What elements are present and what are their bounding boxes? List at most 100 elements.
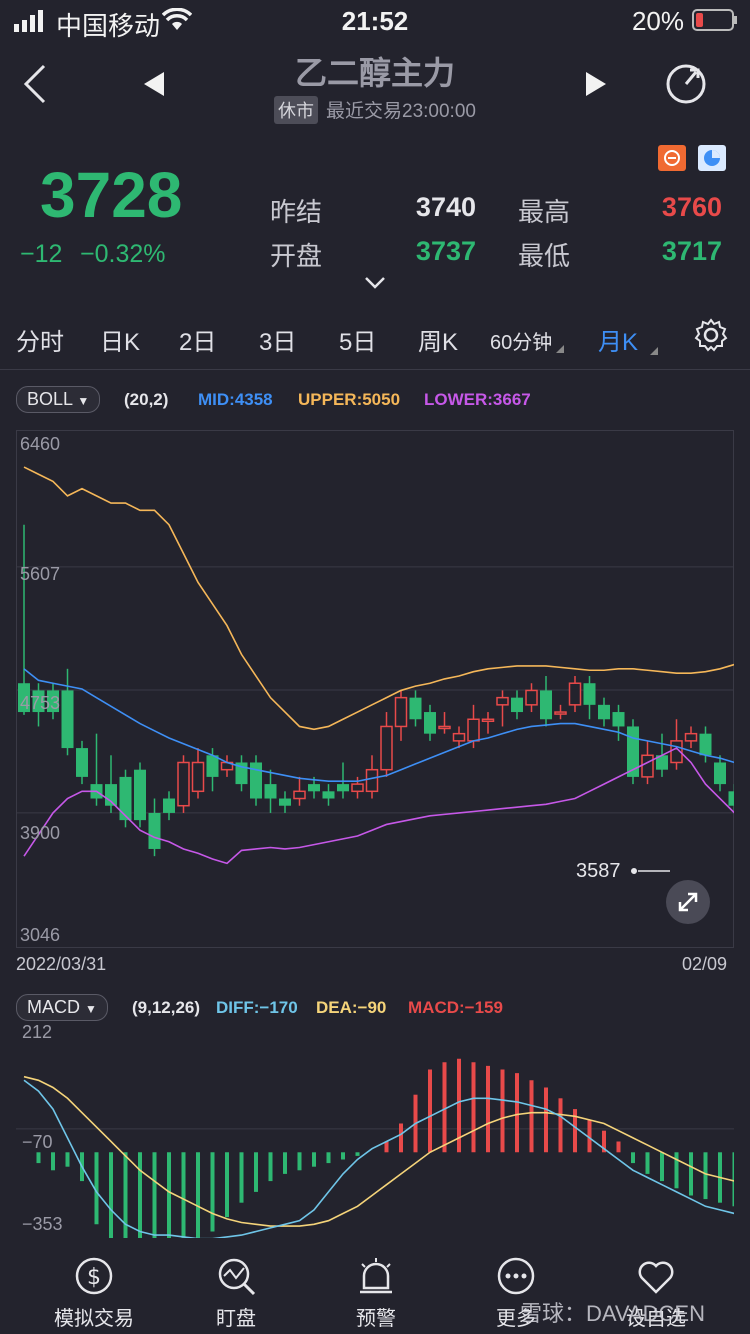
candle [119,769,132,828]
candle [568,676,582,713]
candle [699,726,712,763]
candle-body [481,718,495,723]
candle-body [409,697,422,720]
refresh-icon[interactable] [664,62,708,106]
y-tick-label: 4753 [20,693,61,713]
macd-diff: DIFF:−170 [216,998,298,1017]
candle-body [18,683,30,713]
candlestick-chart[interactable] [16,430,734,948]
candle-body [438,725,451,730]
candle [583,676,596,720]
candle [76,740,88,785]
candle-body [728,791,734,806]
back-icon[interactable] [22,64,48,104]
tab-3day[interactable]: 3日 [259,329,297,356]
nav-add-watchlist[interactable]: 设自选 [596,1254,716,1331]
y-tick-label: 3046 [20,925,61,945]
candle [424,704,436,741]
tab-monthly[interactable]: 月K [598,322,659,357]
boll-selector-label: BOLL [27,389,73,409]
trade-icon[interactable] [658,145,686,171]
macd-selector[interactable]: MACD ▼ [16,994,108,1021]
expand-chevron-icon[interactable] [364,276,386,290]
tab-daily[interactable]: 日K [100,329,141,356]
candle [134,762,146,828]
candle-body [598,704,610,720]
candle [438,712,451,734]
nav-watch[interactable]: 盯盘 [176,1254,296,1331]
prev-contract-icon[interactable] [142,70,166,98]
candle-body [61,690,74,749]
candle-body [452,732,466,742]
status-bar: 中国移动 21:52 20% [0,0,750,41]
heart-icon [638,1261,674,1294]
candle [235,755,248,792]
candle-body [525,689,538,706]
diff-line [23,1079,734,1238]
macd-value: MACD:−159 [408,998,503,1017]
candle [394,690,408,741]
candle-body [511,697,523,713]
candle [496,690,509,727]
macd-y-tick: 212 [22,1022,53,1042]
candle [627,719,639,785]
tab-2day[interactable]: 2日 [179,329,217,356]
expand-arrows-icon [678,892,698,912]
y-tick-label: 5607 [20,564,61,584]
nav-alert[interactable]: 预警 [316,1254,436,1331]
candle-body [264,784,277,799]
settings-gear-icon[interactable] [694,318,728,352]
signal-icon [14,10,43,32]
more-icon [497,1257,535,1295]
low-label: 最低 [518,241,571,271]
clock: 21:52 [341,6,409,36]
tab-60min[interactable]: 60分钟 [490,326,565,355]
boll-selector[interactable]: BOLL ▼ [16,386,101,413]
pie-chart-icon[interactable] [698,145,726,171]
price-change: −12 [20,240,63,268]
candle [684,726,698,749]
candle-body [583,683,596,705]
nav-more[interactable]: 更多 [456,1254,576,1331]
fullscreen-button[interactable] [666,880,710,924]
svg-text:$: $ [87,1265,101,1290]
tab-weekly[interactable]: 周K [418,329,459,356]
watch-chart-icon [218,1258,256,1296]
candle-body [554,711,567,715]
tab-intraday[interactable]: 分时 [16,329,64,356]
candle-body [699,733,712,756]
alarm-icon [360,1258,392,1294]
candle [670,719,683,770]
candle [47,683,59,720]
dea-line [23,1075,734,1227]
high-label: 最高 [518,197,571,227]
nav-label: 更多 [496,1308,536,1330]
boll-mid-line [23,668,734,783]
candle-body [496,696,509,706]
candle [728,784,734,813]
boll-upper: UPPER:5050 [298,390,401,409]
prev-settle-label: 昨结 [270,197,323,227]
nav-label: 盯盘 [216,1308,256,1330]
tab-5day[interactable]: 5日 [339,329,377,356]
macd-params: (9,12,26) [132,998,201,1017]
min-marker-line [631,868,670,874]
dollar-cycle-icon: $ [75,1257,113,1295]
macd-chart[interactable] [16,1022,734,1238]
candle-body [148,812,161,849]
candle-body [279,798,291,806]
candle-body [134,769,146,821]
price-change-percent: −0.32% [80,240,166,268]
watermark: 雪球：DAVADCEN [520,1301,705,1326]
nav-sim-trade[interactable]: $ 模拟交易 [34,1254,154,1331]
candle-body [119,776,132,821]
candle-body [322,791,335,799]
candle-body [424,712,436,734]
nav-label: 预警 [356,1308,396,1330]
next-contract-icon[interactable] [584,70,608,98]
divider [0,369,750,370]
x-start-date: 2022/03/31 [16,954,107,974]
candle [322,784,335,806]
nav-label: 设自选 [626,1308,686,1330]
x-end-date: 02/09 [682,954,728,974]
